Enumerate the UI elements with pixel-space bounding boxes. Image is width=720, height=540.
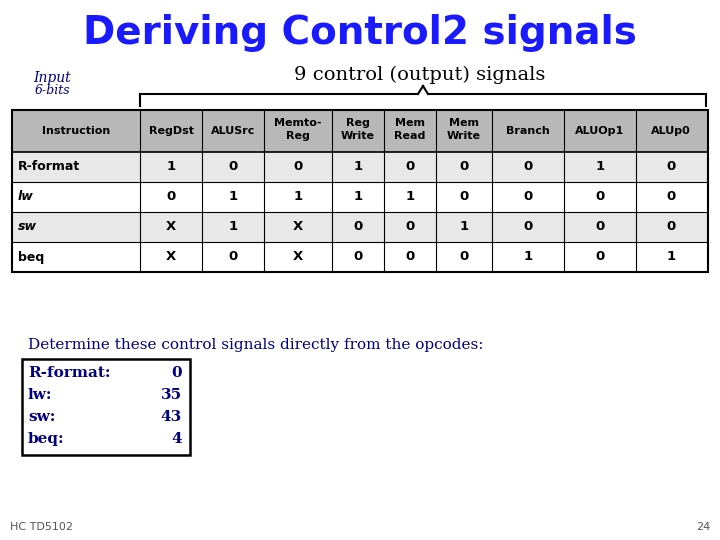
Text: 6-bits: 6-bits [34, 84, 70, 97]
Text: 43: 43 [161, 410, 182, 424]
Text: 4: 4 [171, 432, 182, 446]
Text: 0: 0 [166, 191, 176, 204]
Text: 0: 0 [405, 251, 415, 264]
Text: 0: 0 [459, 251, 469, 264]
Text: Write: Write [447, 131, 481, 141]
Text: lw: lw [18, 191, 34, 204]
Text: 1: 1 [166, 160, 176, 173]
Text: 1: 1 [294, 191, 302, 204]
Text: 0: 0 [405, 160, 415, 173]
Text: ALUSrc: ALUSrc [211, 126, 255, 136]
Text: 24: 24 [696, 522, 710, 532]
Bar [12, 110, 708, 272]
Text: Input: Input [33, 71, 71, 85]
Text: 1: 1 [523, 251, 533, 264]
Text: 0: 0 [171, 366, 182, 380]
Text: 9 control (output) signals: 9 control (output) signals [294, 66, 546, 84]
Text: Instruction: Instruction [42, 126, 110, 136]
Text: 0: 0 [595, 251, 605, 264]
Text: beq: beq [18, 251, 44, 264]
Text: 0: 0 [667, 191, 675, 204]
Text: 1: 1 [405, 191, 415, 204]
Text: beq:: beq: [28, 432, 65, 446]
Text: Memto-: Memto- [274, 118, 322, 128]
Text: 1: 1 [667, 251, 675, 264]
Text: 1: 1 [459, 220, 469, 233]
Text: 1: 1 [595, 160, 605, 173]
Text: X: X [293, 251, 303, 264]
Text: 1: 1 [354, 160, 363, 173]
Text: HC TD5102: HC TD5102 [10, 522, 73, 532]
Text: R-format: R-format [18, 160, 80, 173]
Text: 1: 1 [228, 220, 238, 233]
Text: Branch: Branch [506, 126, 550, 136]
Text: Read: Read [395, 131, 426, 141]
Text: X: X [166, 220, 176, 233]
Text: 0: 0 [523, 220, 533, 233]
Text: 1: 1 [228, 191, 238, 204]
Text: 35: 35 [161, 388, 182, 402]
Text: sw: sw [18, 220, 37, 233]
Text: 0: 0 [228, 251, 238, 264]
Text: ALUp0: ALUp0 [651, 126, 691, 136]
Text: 0: 0 [459, 160, 469, 173]
Text: 0: 0 [523, 191, 533, 204]
Text: 0: 0 [667, 160, 675, 173]
Text: Determine these control signals directly from the opcodes:: Determine these control signals directly… [28, 338, 484, 352]
Text: Deriving Control2 signals: Deriving Control2 signals [83, 14, 637, 52]
Text: 0: 0 [293, 160, 302, 173]
Text: RegDst: RegDst [148, 126, 194, 136]
Text: 0: 0 [523, 160, 533, 173]
Text: 0: 0 [595, 220, 605, 233]
Text: ALUOp1: ALUOp1 [575, 126, 625, 136]
Text: sw:: sw: [28, 410, 55, 424]
Bar [12, 182, 708, 212]
Text: X: X [166, 251, 176, 264]
Text: Mem: Mem [449, 118, 479, 128]
Text: R-format:: R-format: [28, 366, 110, 380]
Bar [12, 152, 708, 182]
Text: 0: 0 [354, 220, 363, 233]
Text: Reg: Reg [286, 131, 310, 141]
Text: lw:: lw: [28, 388, 53, 402]
Text: 0: 0 [595, 191, 605, 204]
Bar [22, 359, 190, 455]
Text: Reg: Reg [346, 118, 370, 128]
Text: 0: 0 [405, 220, 415, 233]
Text: 0: 0 [667, 220, 675, 233]
Text: 1: 1 [354, 191, 363, 204]
Text: Write: Write [341, 131, 375, 141]
Bar [12, 212, 708, 242]
Text: Mem: Mem [395, 118, 425, 128]
Text: 0: 0 [228, 160, 238, 173]
Bar [12, 242, 708, 272]
Text: 0: 0 [459, 191, 469, 204]
Bar [12, 110, 708, 152]
Text: 0: 0 [354, 251, 363, 264]
Text: X: X [293, 220, 303, 233]
